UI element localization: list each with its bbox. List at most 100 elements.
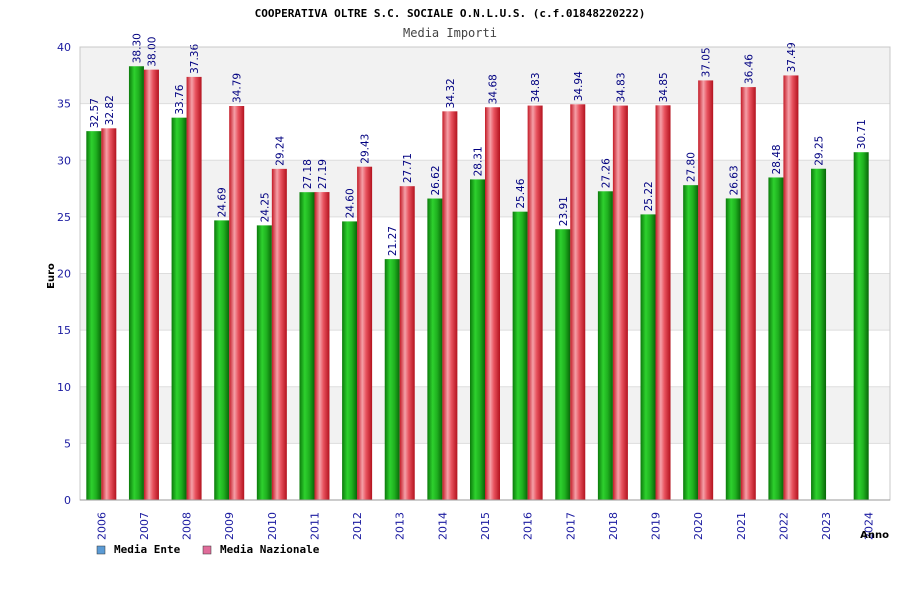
data-label-media-nazionale: 36.46 bbox=[743, 54, 755, 84]
data-label-media-nazionale: 34.94 bbox=[573, 71, 585, 101]
data-label-media-ente: 33.76 bbox=[174, 84, 186, 114]
data-label-media-ente: 27.26 bbox=[600, 158, 612, 188]
bar-media-nazionale bbox=[399, 186, 415, 500]
bar-media-ente bbox=[640, 214, 656, 501]
bar-media-nazionale bbox=[740, 87, 756, 500]
x-tick-label: 2022 bbox=[777, 512, 790, 540]
y-tick-label: 15 bbox=[57, 324, 71, 337]
data-label-media-nazionale: 34.79 bbox=[232, 73, 244, 103]
chart-subtitle: Media Importi bbox=[403, 26, 497, 40]
bar-media-ente bbox=[128, 66, 144, 500]
bar-media-nazionale bbox=[186, 76, 202, 500]
x-tick-label: 2008 bbox=[181, 512, 194, 540]
y-tick-label: 0 bbox=[64, 494, 71, 507]
y-tick-labels: 0 5 10 15 20 25 30 35 40 bbox=[57, 41, 71, 507]
y-tick-label: 5 bbox=[64, 437, 71, 450]
x-tick-label: 2017 bbox=[564, 512, 577, 540]
x-tick-label: 2021 bbox=[735, 512, 748, 540]
bar-media-ente bbox=[86, 131, 102, 500]
bars bbox=[86, 66, 869, 501]
data-label-media-nazionale: 34.85 bbox=[658, 72, 670, 102]
bar-media-ente bbox=[256, 225, 272, 500]
x-tick-label: 2015 bbox=[479, 512, 492, 540]
bar-media-ente bbox=[768, 177, 784, 501]
data-label-media-nazionale: 34.68 bbox=[488, 74, 500, 104]
bar-media-nazionale bbox=[101, 128, 117, 500]
axes bbox=[79, 46, 891, 501]
bar-media-ente bbox=[853, 152, 869, 501]
bar-media-nazionale bbox=[698, 80, 714, 500]
data-label-media-ente: 24.25 bbox=[259, 192, 271, 222]
bar-media-ente bbox=[171, 117, 187, 500]
bar-media-nazionale bbox=[783, 75, 799, 500]
bar-media-ente bbox=[384, 259, 400, 500]
data-label-media-ente: 25.22 bbox=[643, 181, 655, 211]
x-tick-label: 2018 bbox=[607, 512, 620, 540]
data-label-media-nazionale: 38.00 bbox=[146, 37, 158, 67]
legend-swatch-media-nazionale bbox=[202, 545, 212, 555]
bar-media-nazionale bbox=[442, 111, 458, 501]
data-label-media-ente: 30.71 bbox=[856, 119, 868, 149]
x-tick-label: 2014 bbox=[436, 512, 449, 540]
bar-media-nazionale bbox=[655, 105, 671, 500]
x-tick-label: 2023 bbox=[820, 512, 833, 540]
data-label-media-ente: 24.60 bbox=[345, 188, 357, 218]
bar-media-nazionale bbox=[143, 69, 159, 501]
data-label-media-ente: 25.46 bbox=[515, 178, 527, 208]
data-label-media-nazionale: 27.19 bbox=[317, 159, 329, 189]
x-tick-label: 2024 bbox=[863, 512, 876, 540]
data-label-media-ente: 21.27 bbox=[387, 226, 399, 256]
x-tick-label: 2010 bbox=[266, 512, 279, 540]
x-axis-label: Anno bbox=[860, 530, 889, 541]
x-tick-label: 2006 bbox=[95, 512, 108, 540]
x-tick-label: 2020 bbox=[692, 512, 705, 540]
data-label-media-ente: 26.62 bbox=[430, 165, 442, 195]
bar-media-nazionale bbox=[314, 192, 330, 501]
legend-label-media-nazionale: Media Nazionale bbox=[220, 543, 320, 556]
bar-media-ente bbox=[597, 191, 613, 500]
data-label-media-ente: 24.69 bbox=[217, 187, 229, 217]
bar-media-nazionale bbox=[229, 106, 245, 501]
data-label-media-ente: 28.48 bbox=[771, 144, 783, 174]
x-tick-label: 2016 bbox=[522, 512, 535, 540]
y-tick-label: 25 bbox=[57, 211, 71, 224]
y-tick-label: 35 bbox=[57, 98, 71, 111]
data-label-media-ente: 32.57 bbox=[89, 98, 101, 128]
bar-media-nazionale bbox=[570, 104, 586, 500]
bar-media-ente bbox=[683, 185, 699, 501]
bar-media-ente bbox=[214, 220, 230, 501]
bar-media-ente bbox=[342, 221, 358, 500]
bar-media-ente bbox=[725, 198, 741, 500]
y-tick-label: 10 bbox=[57, 381, 71, 394]
bar-media-nazionale bbox=[271, 168, 287, 500]
data-label-media-nazionale: 27.71 bbox=[402, 153, 414, 183]
data-label-media-ente: 28.31 bbox=[473, 146, 485, 176]
bar-media-nazionale bbox=[485, 107, 500, 501]
data-label-media-nazionale: 34.32 bbox=[445, 78, 457, 108]
data-label-media-ente: 26.63 bbox=[728, 165, 740, 195]
data-label-media-nazionale: 29.24 bbox=[274, 135, 286, 165]
data-label-media-nazionale: 37.05 bbox=[701, 47, 713, 77]
x-tick-label: 2011 bbox=[308, 512, 321, 540]
data-label-media-nazionale: 34.83 bbox=[530, 72, 542, 102]
y-axis-label: Euro bbox=[46, 263, 57, 289]
bar-media-nazionale bbox=[357, 166, 373, 500]
bar-media-ente bbox=[512, 211, 528, 500]
bar-media-ente bbox=[555, 229, 571, 501]
legend-label-media-ente: Media Ente bbox=[114, 543, 181, 556]
x-tick-labels: 2006 2007 2008 2009 2010 2011 2012 2013 2014 2015… bbox=[95, 512, 875, 540]
bar-media-nazionale bbox=[612, 105, 628, 501]
bar-media-ente bbox=[470, 179, 485, 500]
y-tick-label: 20 bbox=[57, 268, 71, 281]
bar-media-ente bbox=[427, 198, 443, 500]
data-label-media-ente: 23.91 bbox=[558, 196, 570, 226]
bar-media-nazionale bbox=[527, 105, 543, 501]
x-tick-label: 2013 bbox=[394, 512, 407, 540]
data-label-media-nazionale: 37.36 bbox=[189, 44, 201, 74]
data-label-media-ente: 27.80 bbox=[686, 152, 698, 182]
data-label-media-ente: 38.30 bbox=[131, 33, 143, 63]
chart-title: COOPERATIVA OLTRE S.C. SOCIALE O.N.L.U.S… bbox=[255, 7, 646, 20]
bar-media-ente bbox=[811, 168, 827, 500]
